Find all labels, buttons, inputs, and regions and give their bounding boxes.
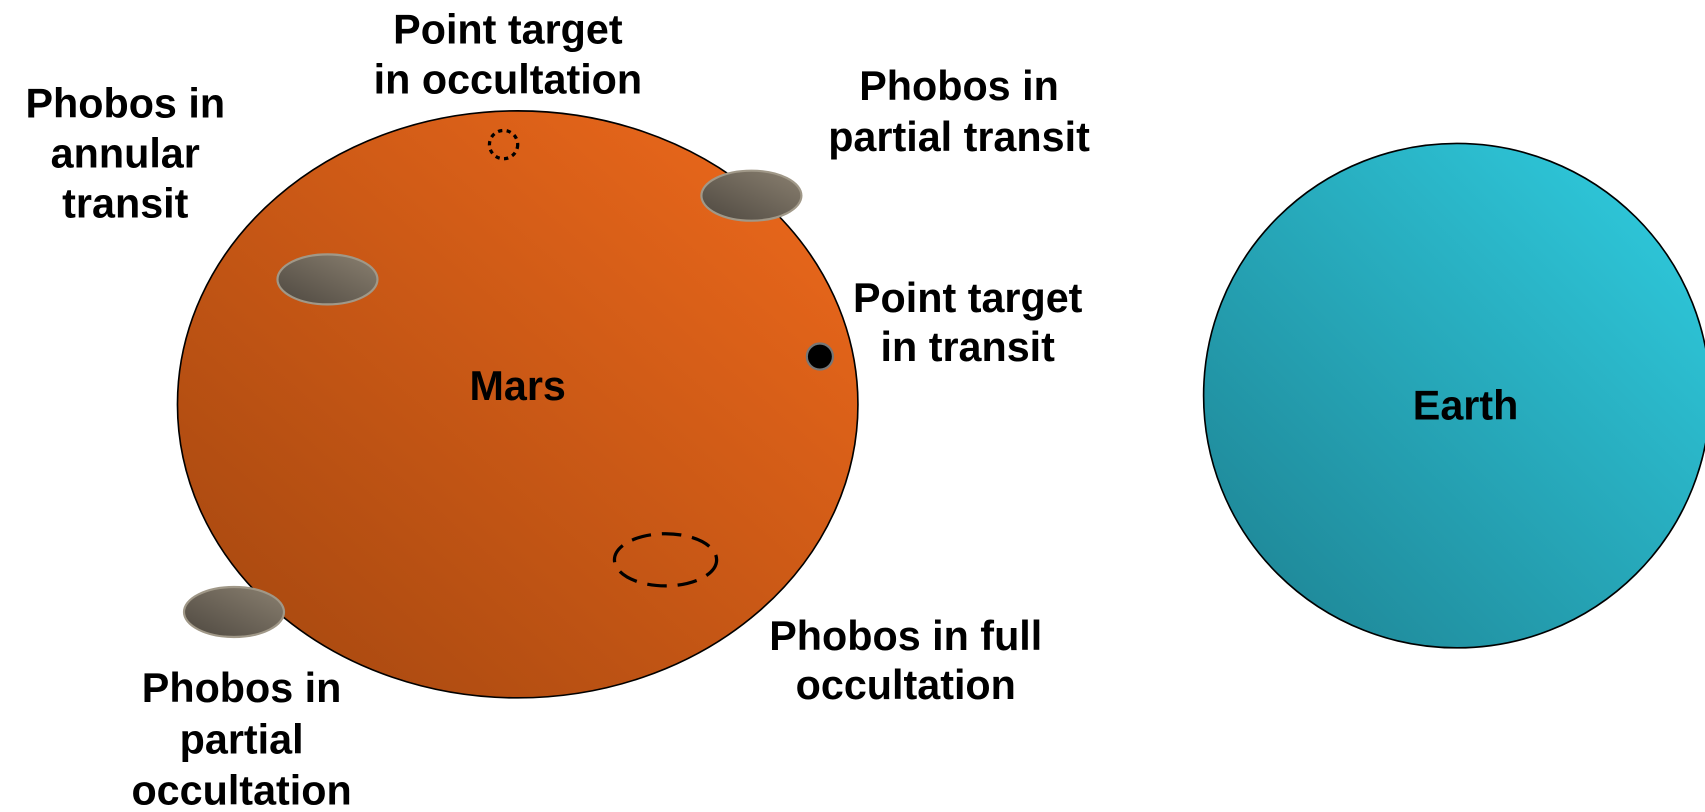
point-target-transit — [807, 343, 833, 369]
page: Phobos inannulartransitPoint targetin oc… — [0, 0, 1705, 812]
diagram: Phobos inannulartransitPoint targetin oc… — [0, 0, 1705, 812]
label: occultation — [131, 767, 351, 812]
label: Phobos in full — [769, 613, 1042, 659]
phobos-partial-transit — [701, 171, 801, 221]
label: annular — [51, 130, 200, 176]
label: in transit — [881, 324, 1056, 370]
label: Point target — [393, 7, 623, 53]
label: occultation — [796, 662, 1016, 708]
label: Point target — [853, 275, 1083, 321]
label: Phobos in — [142, 665, 342, 711]
label: Phobos in — [25, 80, 225, 126]
label: Earth — [1413, 383, 1519, 429]
label: partial transit — [828, 114, 1090, 160]
label: in occultation — [374, 57, 642, 103]
phobos-annular-transit — [277, 254, 377, 304]
label: transit — [62, 180, 188, 226]
label: partial — [180, 716, 304, 762]
phobos-partial-occultation — [184, 587, 284, 637]
label: Phobos in — [859, 63, 1059, 109]
label: Mars — [469, 363, 565, 409]
